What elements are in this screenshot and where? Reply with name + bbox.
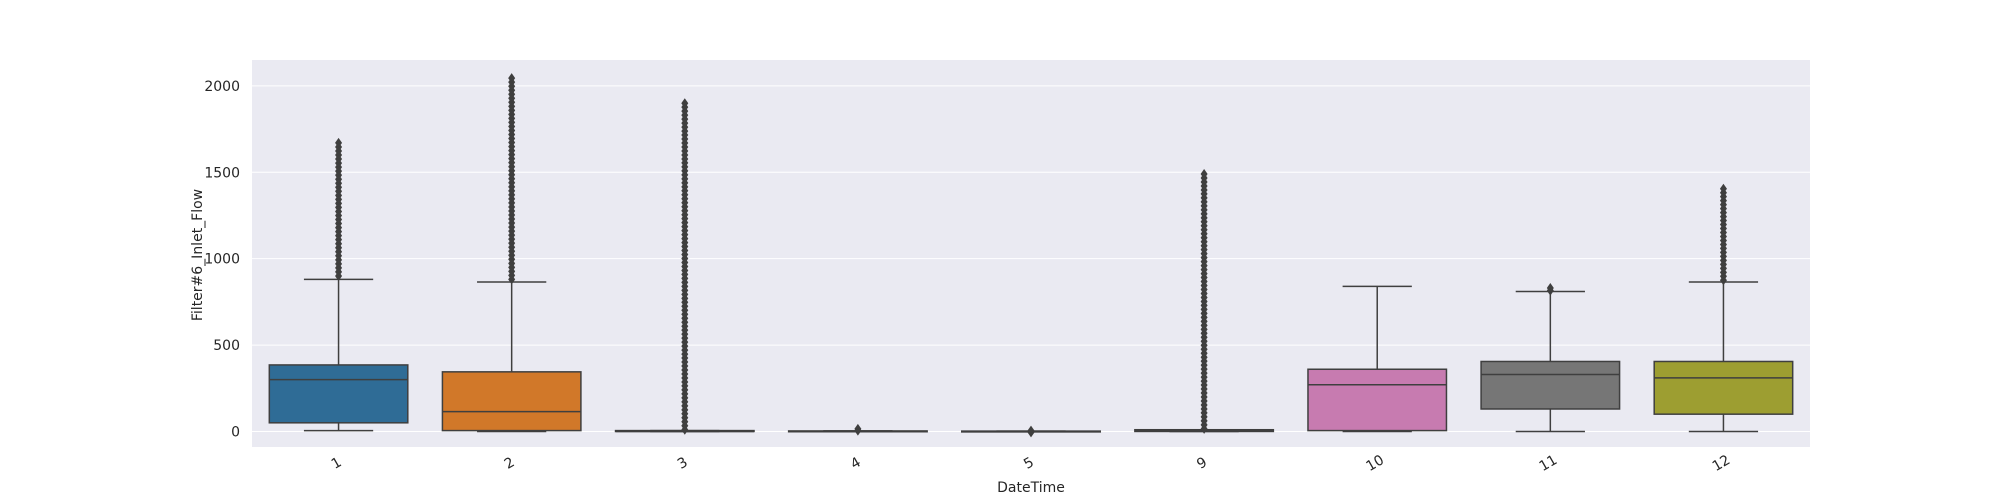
y-tick-label: 0: [231, 424, 240, 440]
iqr-box: [441, 371, 582, 432]
y-tick-label: 500: [213, 338, 240, 354]
outlier-point: [1200, 169, 1208, 180]
boxes-group: [268, 73, 1794, 438]
iqr-box: [1307, 368, 1448, 432]
iqr-box: [1653, 360, 1794, 415]
x-tick-label: 1: [329, 454, 345, 472]
outlier-point: [1546, 283, 1554, 294]
x-tick-label: 4: [848, 454, 864, 472]
x-tick-label: 2: [502, 454, 518, 472]
box-11: [1480, 283, 1621, 433]
x-tick-label: 9: [1194, 454, 1210, 472]
box-12: [1653, 183, 1794, 433]
x-tick-label: 5: [1021, 454, 1037, 472]
x-axis-label: DateTime: [997, 480, 1065, 496]
outlier-point: [335, 137, 343, 148]
box-4: [787, 423, 928, 436]
box-3: [614, 98, 755, 435]
box-1: [268, 137, 409, 432]
y-tick-labels: 0 500 1000 1500 2000: [204, 79, 240, 441]
outlier-point: [854, 423, 862, 434]
box-5: [961, 425, 1101, 438]
y-tick-label: 1500: [204, 165, 240, 181]
outlier-point: [1719, 183, 1727, 194]
y-tick-label: 2000: [204, 79, 240, 95]
box-10: [1307, 285, 1448, 433]
x-tick-label: 11: [1537, 452, 1560, 475]
x-tick-label: 3: [675, 454, 691, 472]
outlier-point: [1027, 425, 1035, 436]
iqr-box: [1480, 360, 1621, 410]
y-axis-label: Filter#6_Inlet_Flow: [190, 189, 206, 321]
x-tick-label: 12: [1710, 452, 1733, 475]
y-tick-label: 1000: [204, 252, 240, 268]
x-tick-label: 10: [1364, 452, 1387, 475]
box-9: [1134, 169, 1275, 434]
box-2: [441, 73, 582, 433]
outlier-point: [681, 98, 689, 109]
x-tick-labels: 1 2 3 4 5 9 10 11 12: [329, 452, 1733, 475]
outlier-point: [508, 73, 516, 84]
iqr-box: [268, 364, 409, 424]
